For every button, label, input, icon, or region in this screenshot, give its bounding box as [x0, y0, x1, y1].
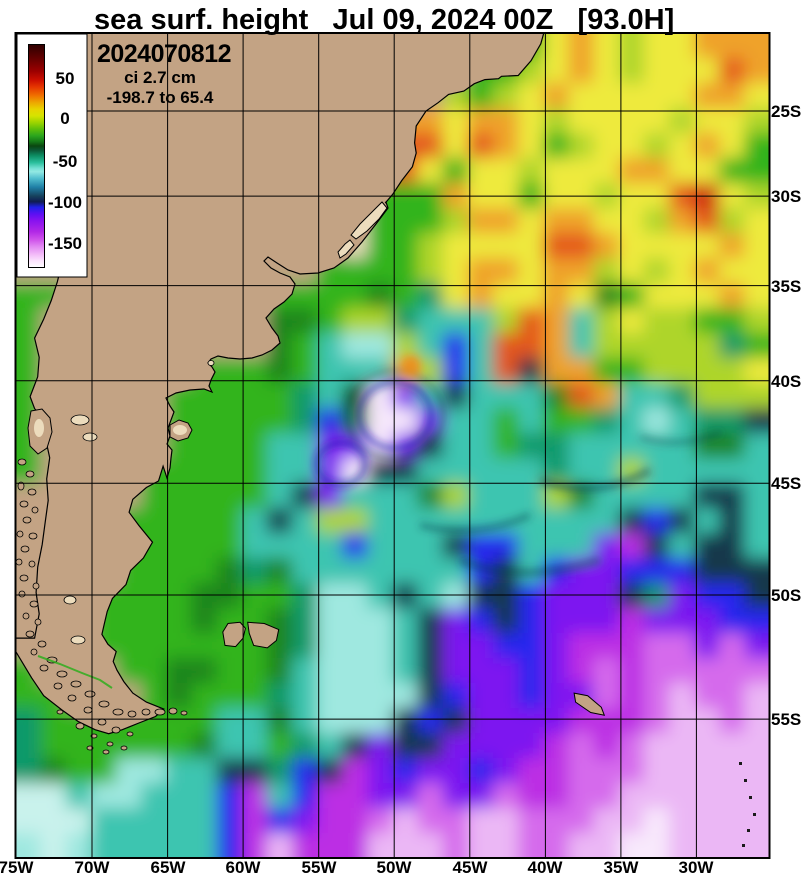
svg-text:-150: -150 [48, 234, 82, 253]
svg-text:55S: 55S [771, 710, 801, 729]
svg-text:45S: 45S [771, 474, 801, 493]
svg-text:sea surf. height Jul 09, 202: sea surf. height Jul 09, 2024 00Z [93.0H… [94, 4, 674, 36]
svg-text:2024070812: 2024070812 [97, 40, 231, 68]
svg-text:0: 0 [60, 109, 69, 128]
svg-text:ci 2.7 cm: ci 2.7 cm [124, 68, 196, 87]
svg-text:45W: 45W [453, 858, 489, 876]
svg-text:-100: -100 [48, 193, 82, 212]
svg-text:40W: 40W [528, 858, 564, 876]
svg-text:60W: 60W [226, 858, 262, 876]
svg-text:75W: 75W [0, 858, 34, 876]
svg-text:50S: 50S [771, 586, 801, 605]
svg-text:50W: 50W [377, 858, 413, 876]
svg-text:30W: 30W [679, 858, 715, 876]
svg-text:35S: 35S [771, 277, 801, 296]
svg-text:35W: 35W [604, 858, 640, 876]
svg-text:-198.7 to 65.4: -198.7 to 65.4 [107, 88, 214, 107]
svg-text:55W: 55W [302, 858, 338, 876]
svg-text:65W: 65W [151, 858, 187, 876]
svg-text:30S: 30S [771, 187, 801, 206]
svg-text:-50: -50 [53, 152, 78, 171]
svg-text:70W: 70W [75, 858, 111, 876]
svg-text:25S: 25S [771, 102, 801, 121]
svg-text:40S: 40S [771, 372, 801, 391]
svg-text:50: 50 [56, 69, 75, 88]
